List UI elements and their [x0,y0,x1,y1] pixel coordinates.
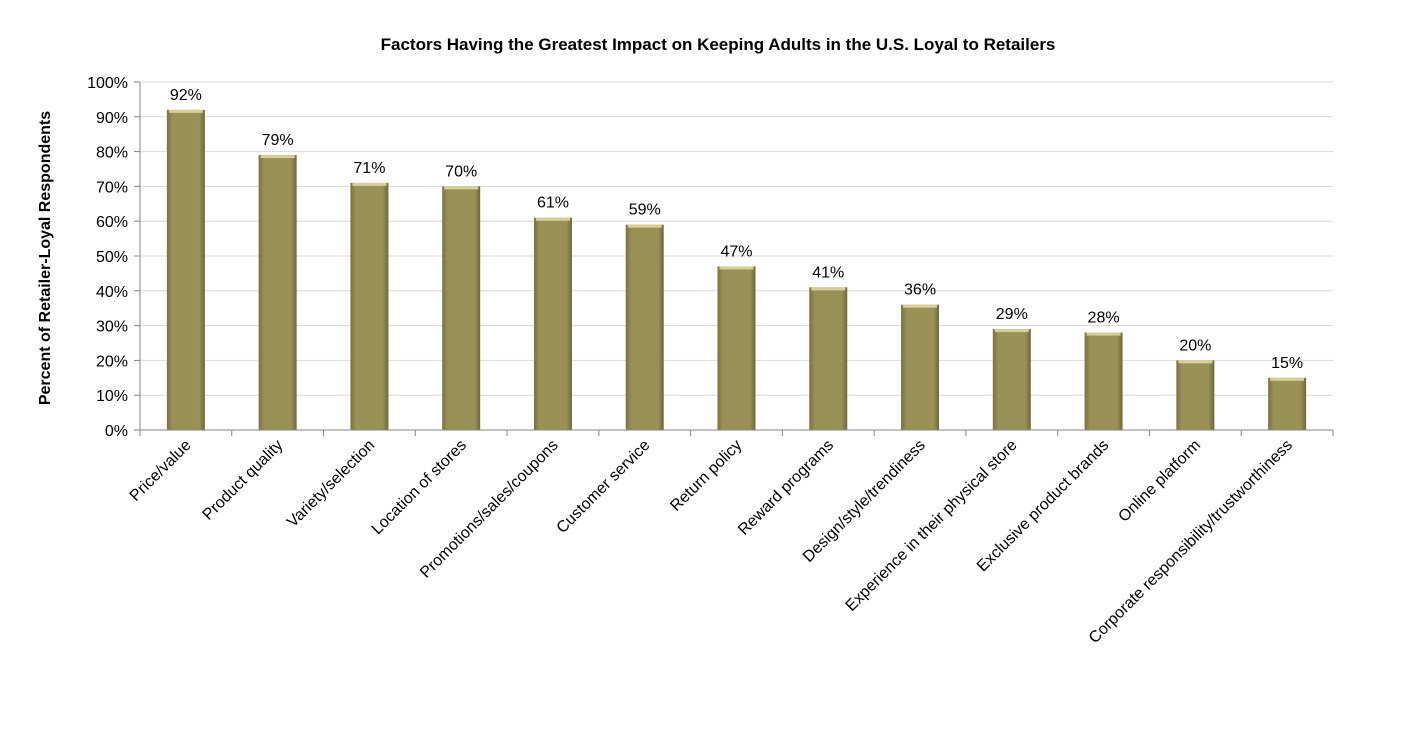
bar [901,304,940,430]
bar [1176,360,1215,430]
y-tick-label: 20% [96,353,128,370]
bar-highlight [535,217,570,221]
bar-highlight [352,182,387,186]
bar-highlight [719,266,754,270]
bar-highlight [444,186,479,190]
bar [992,329,1031,430]
bar-highlight [903,304,938,308]
bar-highlight [260,155,295,159]
data-label: 47% [720,243,752,260]
data-label: 79% [262,132,294,149]
y-tick-label: 50% [96,249,128,266]
x-tick-label: Online platform [1115,437,1204,526]
bar-highlight [1086,332,1121,336]
data-label: 20% [1179,337,1211,354]
bar-highlight [627,224,662,228]
x-tick-label: Product quality [200,437,287,524]
data-label: 59% [629,202,661,219]
data-label: 92% [170,87,202,104]
bar-highlight [1178,360,1213,364]
data-label: 28% [1088,310,1120,327]
chart-title: Factors Having the Greatest Impact on Ke… [381,35,1056,54]
bar [533,217,572,430]
x-tick-label: Reward programs [735,437,837,539]
bar [350,182,389,430]
bar [1268,377,1307,430]
y-tick-label: 30% [96,319,128,336]
y-tick-label: 90% [96,110,128,127]
bar [166,109,205,430]
bar-highlight [994,329,1029,333]
bar [717,266,756,430]
data-label: 71% [353,160,385,177]
x-tick-label: Corporate responsibility/trustworthiness [1086,437,1296,647]
y-tick-label: 60% [96,214,128,231]
y-tick-label: 0% [105,423,128,440]
x-tick-label: Price/value [127,437,195,505]
y-axis-label: Percent of Retailer-Loyal Respondents [37,111,54,405]
x-tick-label: Location of stores [369,437,470,538]
bar [1084,332,1123,430]
data-label: 41% [812,264,844,281]
data-label: 29% [996,306,1028,323]
x-tick-label: Experience in their physical store [843,437,1021,615]
data-label: 36% [904,282,936,299]
x-tick-label: Customer service [554,437,654,537]
bar [258,155,297,430]
y-tick-label: 10% [96,388,128,405]
y-tick-label: 70% [96,179,128,196]
y-tick-label: 40% [96,284,128,301]
data-label: 15% [1271,355,1303,372]
data-label: 61% [537,195,569,212]
bar-highlight [1270,377,1305,381]
bar [625,224,664,430]
x-tick-label: Return policy [667,437,745,515]
bar [809,287,848,430]
bar [442,186,481,430]
y-tick-label: 80% [96,145,128,162]
y-tick-label: 100% [87,75,128,92]
data-label: 70% [445,163,477,180]
bar-highlight [811,287,846,291]
x-tick-label: Variety/selection [284,437,378,531]
bar-highlight [168,109,203,113]
